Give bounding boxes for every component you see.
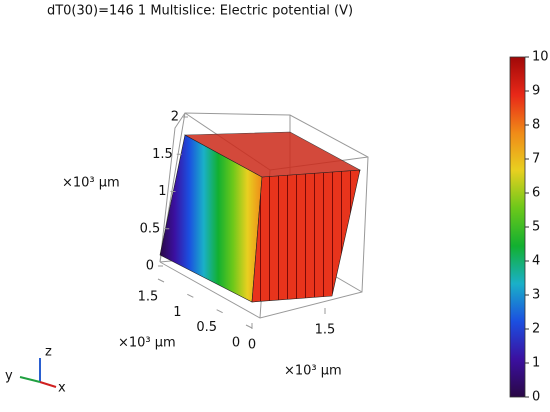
y-tick bbox=[216, 309, 223, 314]
x-tick-label: 0 bbox=[248, 338, 256, 353]
x-axis-label: ×10³ μm bbox=[284, 364, 342, 379]
z-tick-label: 2 bbox=[171, 110, 179, 125]
colorbar-tick-label: 1 bbox=[532, 356, 540, 371]
triad-z: z bbox=[45, 345, 52, 360]
colorbar-tick-label: 8 bbox=[532, 118, 540, 133]
colorbar bbox=[509, 56, 526, 398]
x-tick-label: 1.5 bbox=[315, 323, 336, 338]
triad-x: x bbox=[58, 381, 66, 396]
colorbar-tick-label: 3 bbox=[532, 288, 540, 303]
colorbar-tick-label: 4 bbox=[532, 254, 540, 269]
y-tick bbox=[245, 324, 253, 329]
colorbar-tick-label: 6 bbox=[532, 186, 540, 201]
z-tick-label: 0 bbox=[146, 259, 154, 274]
y-axis-label: ×10³ μm bbox=[118, 336, 176, 351]
z-tick-label: 0.5 bbox=[140, 221, 161, 236]
axis-triad: z x y bbox=[5, 345, 66, 396]
y-tick-label: 0.5 bbox=[196, 320, 217, 335]
slice-block bbox=[159, 131, 362, 303]
colorbar-tick-label: 2 bbox=[532, 322, 540, 337]
colorbar-tick-label: 10 bbox=[532, 50, 549, 65]
y-tick bbox=[157, 278, 165, 283]
colorbar-tick-label: 9 bbox=[532, 84, 540, 99]
colorbar-tick-label: 7 bbox=[532, 152, 540, 167]
y-tick-label: 1.5 bbox=[138, 290, 159, 305]
triad-y: y bbox=[5, 369, 13, 384]
chart-title: dT0(30)=146 1 Multislice: Electric poten… bbox=[47, 4, 353, 19]
y-tick-label: 0 bbox=[232, 336, 240, 351]
y-tick-label: 1 bbox=[173, 305, 181, 320]
colorbar-tick-label: 5 bbox=[532, 220, 540, 235]
z-tick-label: 1.5 bbox=[152, 147, 173, 162]
y-tick bbox=[187, 293, 194, 298]
z-axis-label: ×10³ μm bbox=[62, 176, 120, 191]
z-tick-label: 1 bbox=[158, 184, 166, 199]
colorbar-tick-label: 0 bbox=[532, 390, 540, 405]
